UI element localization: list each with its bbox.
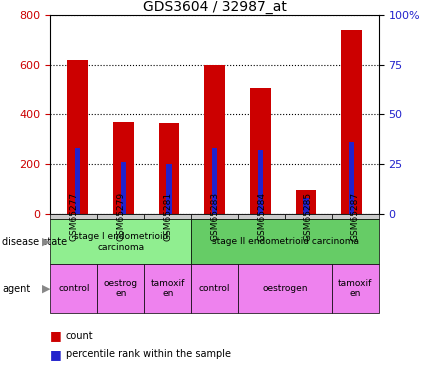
Text: control: control bbox=[199, 284, 230, 293]
Text: ■: ■ bbox=[50, 329, 62, 342]
Bar bbox=[205, 64, 225, 214]
Bar bbox=[120, 162, 126, 214]
Title: GDS3604 / 32987_at: GDS3604 / 32987_at bbox=[143, 0, 286, 14]
Bar bbox=[303, 198, 309, 214]
Text: GSM65279: GSM65279 bbox=[116, 192, 125, 241]
Text: stage I endometrioid
carcinoma: stage I endometrioid carcinoma bbox=[74, 232, 168, 252]
Text: tamoxif
en: tamoxif en bbox=[338, 279, 373, 298]
Bar bbox=[341, 30, 362, 214]
Text: GSM65283: GSM65283 bbox=[210, 192, 219, 241]
Bar bbox=[296, 190, 316, 214]
Text: tamoxif
en: tamoxif en bbox=[151, 279, 185, 298]
Bar bbox=[212, 148, 217, 214]
Bar bbox=[159, 123, 179, 214]
Bar bbox=[258, 150, 263, 214]
Text: ▶: ▶ bbox=[42, 284, 50, 294]
Text: GSM65287: GSM65287 bbox=[351, 192, 360, 241]
Text: ■: ■ bbox=[50, 348, 62, 361]
Text: ▶: ▶ bbox=[42, 237, 50, 247]
Text: control: control bbox=[58, 284, 90, 293]
Text: oestrog
en: oestrog en bbox=[104, 279, 138, 298]
Text: GSM65284: GSM65284 bbox=[257, 192, 266, 241]
Text: stage II endometrioid carcinoma: stage II endometrioid carcinoma bbox=[212, 237, 359, 246]
Text: GSM65277: GSM65277 bbox=[69, 192, 78, 241]
Bar bbox=[75, 148, 81, 214]
Text: disease state: disease state bbox=[2, 237, 67, 247]
Text: GSM65281: GSM65281 bbox=[163, 192, 172, 241]
Text: oestrogen: oestrogen bbox=[262, 284, 308, 293]
Text: GSM65285: GSM65285 bbox=[304, 192, 313, 241]
Text: percentile rank within the sample: percentile rank within the sample bbox=[66, 350, 231, 359]
Bar bbox=[250, 88, 271, 214]
Bar bbox=[349, 142, 354, 214]
Bar bbox=[166, 164, 172, 214]
Text: count: count bbox=[66, 331, 93, 340]
Text: agent: agent bbox=[2, 284, 30, 294]
Bar bbox=[113, 122, 134, 214]
Bar bbox=[67, 60, 88, 214]
